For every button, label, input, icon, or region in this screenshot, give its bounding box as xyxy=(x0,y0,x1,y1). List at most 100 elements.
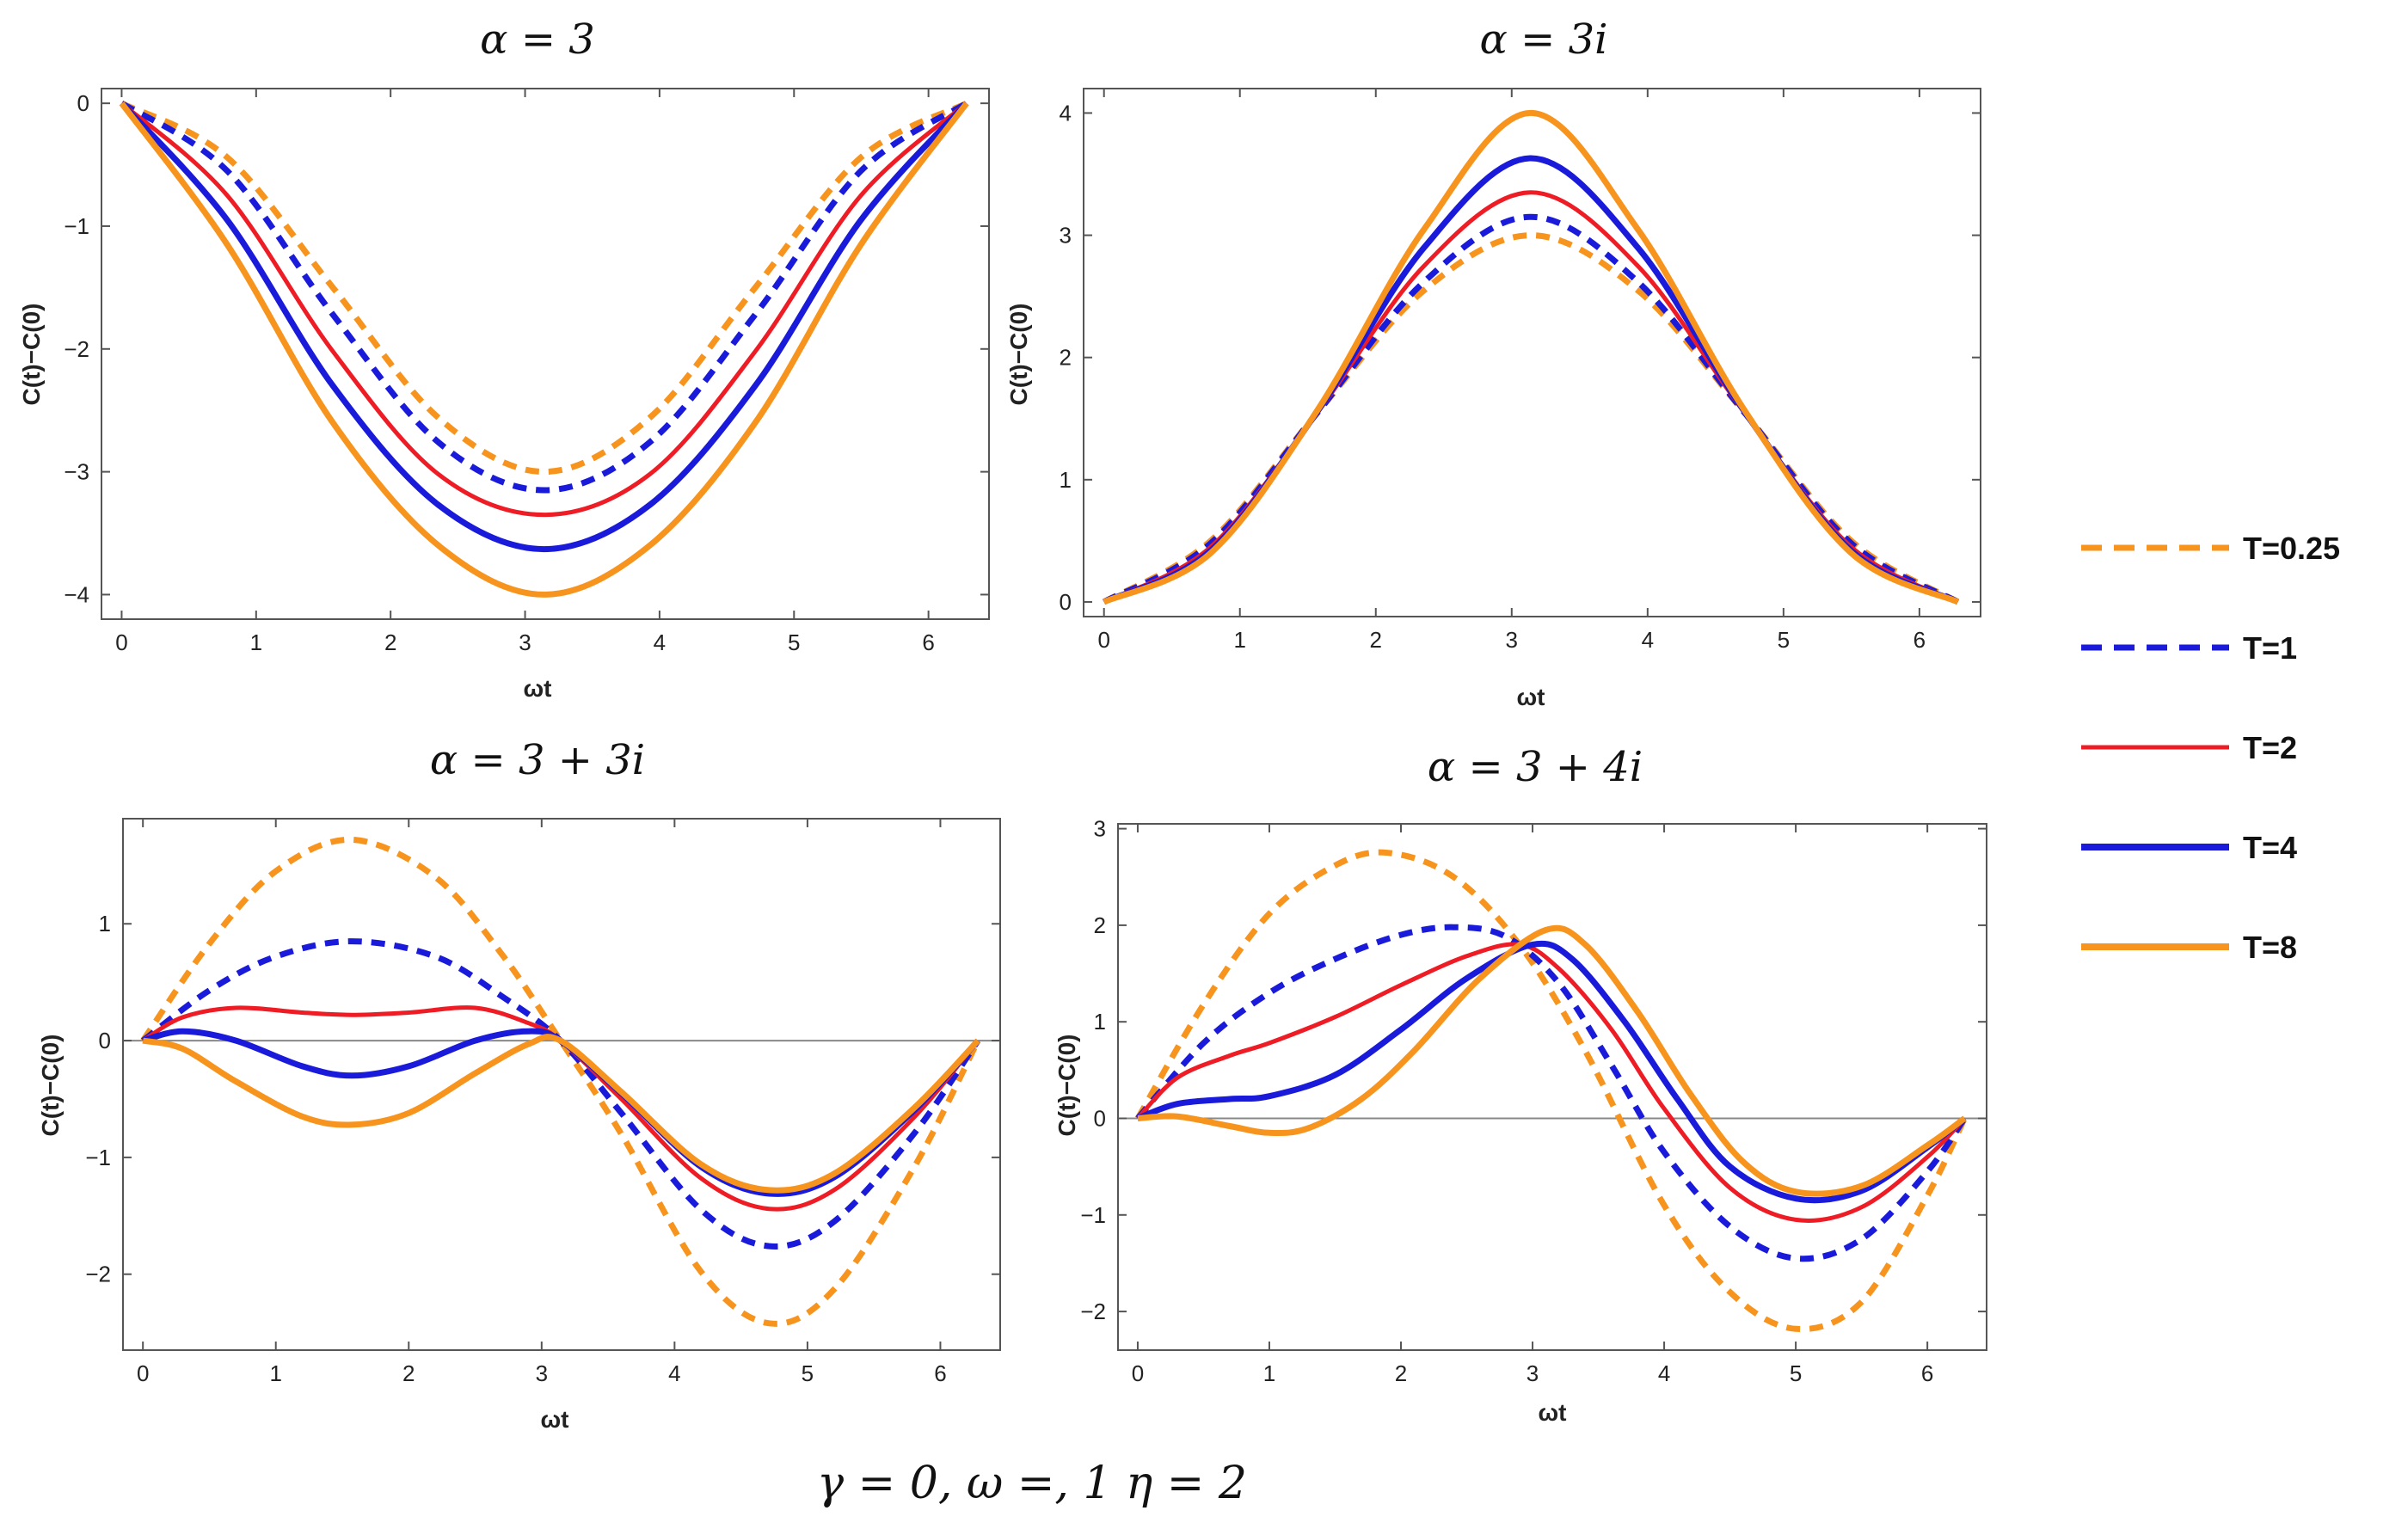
y-tick-label: −1 xyxy=(1080,1202,1106,1228)
y-axis-label: C(t)−C(0) xyxy=(1005,304,1032,406)
y-tick-label: 1 xyxy=(1060,467,1072,493)
series-line-t-1 xyxy=(141,938,981,1250)
x-tick-label: 1 xyxy=(1263,1360,1275,1386)
y-axis-label: C(t)−C(0) xyxy=(37,1035,64,1137)
series-line-t-2 xyxy=(120,101,968,518)
y-tick-label: 2 xyxy=(1094,912,1106,938)
plot-frame xyxy=(122,818,1001,1351)
x-tick-label: 4 xyxy=(1642,627,1654,653)
y-tick-label: 0 xyxy=(1060,589,1072,615)
y-tick-label: −2 xyxy=(64,336,89,362)
x-tick-label: 4 xyxy=(668,1360,680,1386)
x-tick-label: 2 xyxy=(1395,1360,1407,1386)
x-tick-label: 3 xyxy=(536,1360,548,1386)
x-tick-label: 2 xyxy=(1370,627,1382,653)
series-line-t-4 xyxy=(119,101,969,553)
x-tick-label: 2 xyxy=(402,1360,415,1386)
plot-content: 0 1 2 3 4 5 6 0 −1 −2 −3 −4 xyxy=(64,89,989,655)
series-line-t-8 xyxy=(1103,109,1960,605)
x-axis-label: ωt xyxy=(541,1406,569,1433)
legend-label: T=2 xyxy=(2243,730,2297,765)
y-axis-label: C(t)−C(0) xyxy=(18,304,45,406)
series-line-t-0-25 xyxy=(140,836,981,1327)
plot-content: 0 1 2 3 4 5 6 1 0 −1 −2 xyxy=(85,819,1000,1386)
y-tick-label: 2 xyxy=(1060,345,1072,371)
series-line-t-2 xyxy=(1136,942,1967,1223)
x-tick-label: 0 xyxy=(115,629,127,655)
plot-panel-alpha-3i: α = 3i 0 1 2 3 4 5 6 0 1 2 3 4 ωt C(t)−C(0) xyxy=(1005,15,1981,710)
y-tick-label: 0 xyxy=(99,1028,111,1053)
plot-frame xyxy=(1117,823,1987,1351)
x-axis-label: ωt xyxy=(1539,1399,1567,1426)
legend-item-t-8: T=8 xyxy=(2081,930,2297,965)
series-line-t-2 xyxy=(1103,190,1959,605)
x-tick-label: 3 xyxy=(519,629,531,655)
panel-title: α = 3i xyxy=(1479,15,1607,64)
x-tick-label: 0 xyxy=(1097,627,1109,653)
y-tick-label: −2 xyxy=(85,1262,111,1287)
series-line-t-1 xyxy=(120,101,968,494)
legend: T=0.25 T=1 T=2 T=4 T=8 xyxy=(2081,531,2340,965)
series-line-t-8 xyxy=(142,1034,980,1194)
x-tick-label: 1 xyxy=(1234,627,1246,653)
x-tick-label: 6 xyxy=(922,629,934,655)
plot-frame xyxy=(1083,88,1981,617)
plot-frame xyxy=(101,88,990,620)
x-tick-label: 4 xyxy=(654,629,666,655)
y-tick-label: 1 xyxy=(99,911,111,936)
legend-item-t-1: T=1 xyxy=(2081,630,2297,666)
series-line-t-0-25 xyxy=(120,100,968,476)
panel-title: α = 3 xyxy=(480,15,595,64)
x-tick-label: 3 xyxy=(1526,1360,1539,1386)
x-tick-label: 5 xyxy=(1790,1360,1802,1386)
x-tick-label: 0 xyxy=(1132,1360,1144,1386)
y-tick-label: 0 xyxy=(77,90,89,116)
series-line-t-0-25 xyxy=(1102,232,1960,605)
x-axis-label: ωt xyxy=(524,675,552,702)
series-line-t-1 xyxy=(1103,213,1960,605)
x-tick-label: 1 xyxy=(250,629,262,655)
panel-title: α = 3 + 3i xyxy=(430,736,645,784)
series-line-t-1 xyxy=(1135,924,1968,1262)
series-line-t-4 xyxy=(142,1028,980,1197)
series-line-t-0-25 xyxy=(1134,849,1968,1333)
x-tick-label: 6 xyxy=(1914,627,1926,653)
x-tick-label: 0 xyxy=(137,1360,149,1386)
y-tick-label: 1 xyxy=(1094,1009,1106,1035)
x-tick-label: 6 xyxy=(934,1360,946,1386)
plot-panel-alpha-3-plus-3i: α = 3 + 3i 0 1 2 3 4 5 6 1 0 −1 −2 ωt C(t)−C(0) xyxy=(37,736,1001,1433)
x-tick-label: 1 xyxy=(269,1360,281,1386)
series-line-t-8 xyxy=(1137,924,1967,1197)
legend-label: T=0.25 xyxy=(2243,531,2340,566)
legend-label: T=1 xyxy=(2243,630,2297,666)
legend-item-t-0-25: T=0.25 xyxy=(2081,531,2340,566)
legend-label: T=4 xyxy=(2243,830,2297,865)
y-tick-label: 3 xyxy=(1060,223,1072,249)
y-tick-label: 4 xyxy=(1060,100,1072,126)
x-axis-label: ωt xyxy=(1517,684,1545,710)
y-tick-label: −2 xyxy=(1080,1299,1106,1324)
x-tick-label: 5 xyxy=(802,1360,814,1386)
legend-item-t-2: T=2 xyxy=(2081,730,2297,765)
plot-content: 0 1 2 3 4 5 6 3 2 1 0 −1 −2 xyxy=(1080,816,1987,1386)
x-tick-label: 2 xyxy=(384,629,396,655)
y-tick-label: −3 xyxy=(64,459,89,485)
x-tick-label: 5 xyxy=(788,629,800,655)
legend-item-t-4: T=4 xyxy=(2081,830,2297,865)
x-tick-label: 6 xyxy=(1921,1360,1933,1386)
series-line-t-4 xyxy=(1136,940,1967,1204)
series-line-t-8 xyxy=(119,101,969,598)
y-axis-label: C(t)−C(0) xyxy=(1054,1035,1080,1137)
y-tick-label: 3 xyxy=(1094,816,1106,842)
panel-title: α = 3 + 4i xyxy=(1428,743,1643,791)
x-tick-label: 3 xyxy=(1506,627,1518,653)
plot-panel-alpha-3-plus-4i: α = 3 + 4i 0 1 2 3 4 5 6 3 2 1 0 −1 −2 ωt C(t)−C(0) xyxy=(1054,743,1987,1426)
y-tick-label: −1 xyxy=(85,1145,111,1170)
x-tick-label: 5 xyxy=(1778,627,1790,653)
plot-panel-alpha-3: α = 3 0 1 2 3 4 5 6 0 −1 −2 −3 −4 ωt C(t)−C(0) xyxy=(18,15,990,702)
y-tick-label: −1 xyxy=(64,213,89,239)
figure-caption: γ = 0, ω =, 1 η = 2 xyxy=(817,1458,1247,1509)
y-tick-label: 0 xyxy=(1094,1105,1106,1131)
legend-label: T=8 xyxy=(2243,930,2297,965)
